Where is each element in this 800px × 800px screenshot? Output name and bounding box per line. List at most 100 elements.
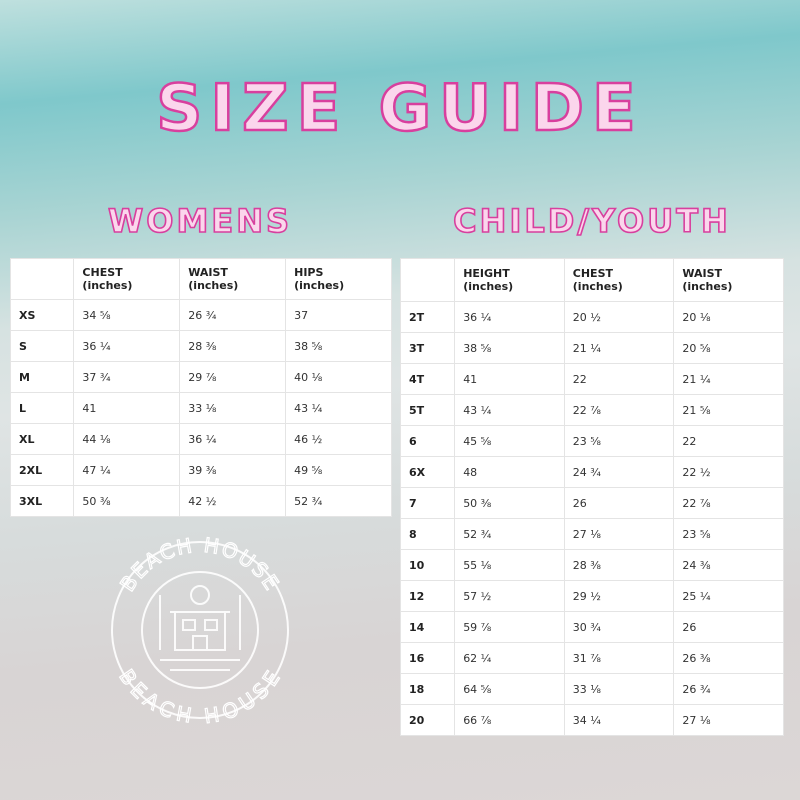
cell: 44 ⅛: [73, 423, 181, 455]
header-unit: (inches): [82, 279, 133, 292]
size-label: L: [9, 392, 75, 424]
row: S 36 ¼ 28 ⅜ 38 ⅝: [9, 330, 392, 362]
size-label: 6: [399, 425, 456, 457]
cell: 22: [563, 363, 675, 395]
size-label: 5T: [399, 394, 456, 426]
logo-bottom-text: BEACH HOUSE: [114, 664, 285, 729]
cell: 64 ⅝: [454, 673, 565, 705]
cell: 31 ⅞: [563, 642, 675, 674]
cell: 22 ⅞: [563, 394, 675, 426]
cell: 33 ⅛: [179, 392, 287, 424]
size-label: 2T: [399, 301, 456, 333]
size-label: XL: [9, 423, 75, 455]
header-cell: HEIGHT (inches): [454, 258, 565, 302]
size-label: 10: [399, 549, 456, 581]
cell: 41: [454, 363, 565, 395]
child-table: HEIGHT (inches) CHEST (inches) WAIST (inches)…: [399, 258, 784, 736]
cell: 24 ⅜: [673, 549, 784, 581]
size-label: M: [9, 361, 75, 393]
womens-heading: WOMENS: [108, 202, 292, 240]
cell: 38 ⅝: [285, 330, 392, 362]
size-label: 14: [399, 611, 456, 643]
cell: 22 ⅞: [673, 487, 784, 519]
cell: 26 ¾: [179, 299, 287, 331]
cell: 50 ⅜: [454, 487, 565, 519]
title: SIZE GUIDE: [156, 72, 643, 146]
cell: 29 ½: [563, 580, 675, 612]
womens-table: CHEST (inches) WAIST (inches) HIPS (inches) XS…: [9, 258, 392, 517]
cell: 34 ⅝: [73, 299, 181, 331]
cell: 36 ¼: [179, 423, 287, 455]
row: 4T 41 22 21 ¼: [399, 363, 784, 395]
header-unit: (inches): [682, 280, 733, 293]
size-label: 3T: [399, 332, 456, 364]
cell: 27 ⅛: [563, 518, 675, 550]
cell: 20 ⅝: [673, 332, 784, 364]
header-row: HEIGHT (inches) CHEST (inches) WAIST (inches): [399, 258, 784, 302]
header-cell: CHEST (inches): [563, 258, 675, 302]
cell: 55 ⅛: [454, 549, 565, 581]
row: 16 62 ¼ 31 ⅞ 26 ⅜: [399, 642, 784, 674]
cell: 52 ¾: [454, 518, 565, 550]
header-cell: WAIST (inches): [179, 258, 287, 300]
row: XS 34 ⅝ 26 ¾ 37: [9, 299, 392, 331]
cell: 26 ¾: [673, 673, 784, 705]
size-label: 3XL: [9, 485, 75, 517]
row: 6X 48 24 ¾ 22 ½: [399, 456, 784, 488]
cell: 38 ⅝: [454, 332, 565, 364]
size-label: 2XL: [9, 454, 75, 486]
row: 2XL 47 ¼ 39 ⅜ 49 ⅝: [9, 454, 392, 486]
row: L 41 33 ⅛ 43 ¼: [9, 392, 392, 424]
cell: 21 ¼: [673, 363, 784, 395]
cell: 26 ⅜: [673, 642, 784, 674]
cell: 30 ¾: [563, 611, 675, 643]
cell: 26: [563, 487, 675, 519]
row: 3T 38 ⅝ 21 ¼ 20 ⅝: [399, 332, 784, 364]
cell: 37: [285, 299, 392, 331]
size-label: 6X: [399, 456, 456, 488]
cell: 66 ⅞: [454, 704, 565, 736]
cell: 33 ⅛: [563, 673, 675, 705]
cell: 62 ¼: [454, 642, 565, 674]
size-label: XS: [9, 299, 75, 331]
cell: 40 ⅛: [285, 361, 392, 393]
child-heading: CHILD/YOUTH: [453, 202, 731, 240]
cell: 49 ⅝: [285, 454, 392, 486]
corner-cell: [399, 258, 456, 302]
row: 8 52 ¾ 27 ⅛ 23 ⅝: [399, 518, 784, 550]
cell: 20 ⅛: [673, 301, 784, 333]
header-row: CHEST (inches) WAIST (inches) HIPS (inches): [9, 258, 392, 300]
header-unit: (inches): [572, 280, 623, 293]
cell: 43 ¼: [454, 394, 565, 426]
size-label: 16: [399, 642, 456, 674]
cell: 36 ¼: [73, 330, 181, 362]
header-label: HEIGHT: [463, 267, 510, 280]
cell: 46 ½: [285, 423, 392, 455]
cell: 26: [673, 611, 784, 643]
header-cell: HIPS (inches): [285, 258, 392, 300]
cell: 50 ⅜: [73, 485, 181, 517]
cell: 52 ¾: [285, 485, 392, 517]
row: 3XL 50 ⅜ 42 ½ 52 ¾: [9, 485, 392, 517]
size-label: 20: [399, 704, 456, 736]
row: 5T 43 ¼ 22 ⅞ 21 ⅝: [399, 394, 784, 426]
header-label: WAIST: [188, 266, 228, 279]
cell: 27 ⅛: [673, 704, 784, 736]
cell: 45 ⅝: [454, 425, 565, 457]
cell: 22: [673, 425, 784, 457]
cell: 20 ½: [563, 301, 675, 333]
header-cell: WAIST (inches): [673, 258, 784, 302]
cell: 36 ¼: [454, 301, 565, 333]
corner-cell: [9, 258, 75, 300]
size-label: 4T: [399, 363, 456, 395]
header-label: CHEST: [572, 267, 613, 280]
header-label: HIPS: [294, 266, 324, 279]
row: M 37 ¾ 29 ⅞ 40 ⅛: [9, 361, 392, 393]
header-label: CHEST: [82, 266, 123, 279]
cell: 43 ¼: [285, 392, 392, 424]
size-label: 12: [399, 580, 456, 612]
header-label: WAIST: [682, 267, 723, 280]
cell: 39 ⅜: [179, 454, 287, 486]
